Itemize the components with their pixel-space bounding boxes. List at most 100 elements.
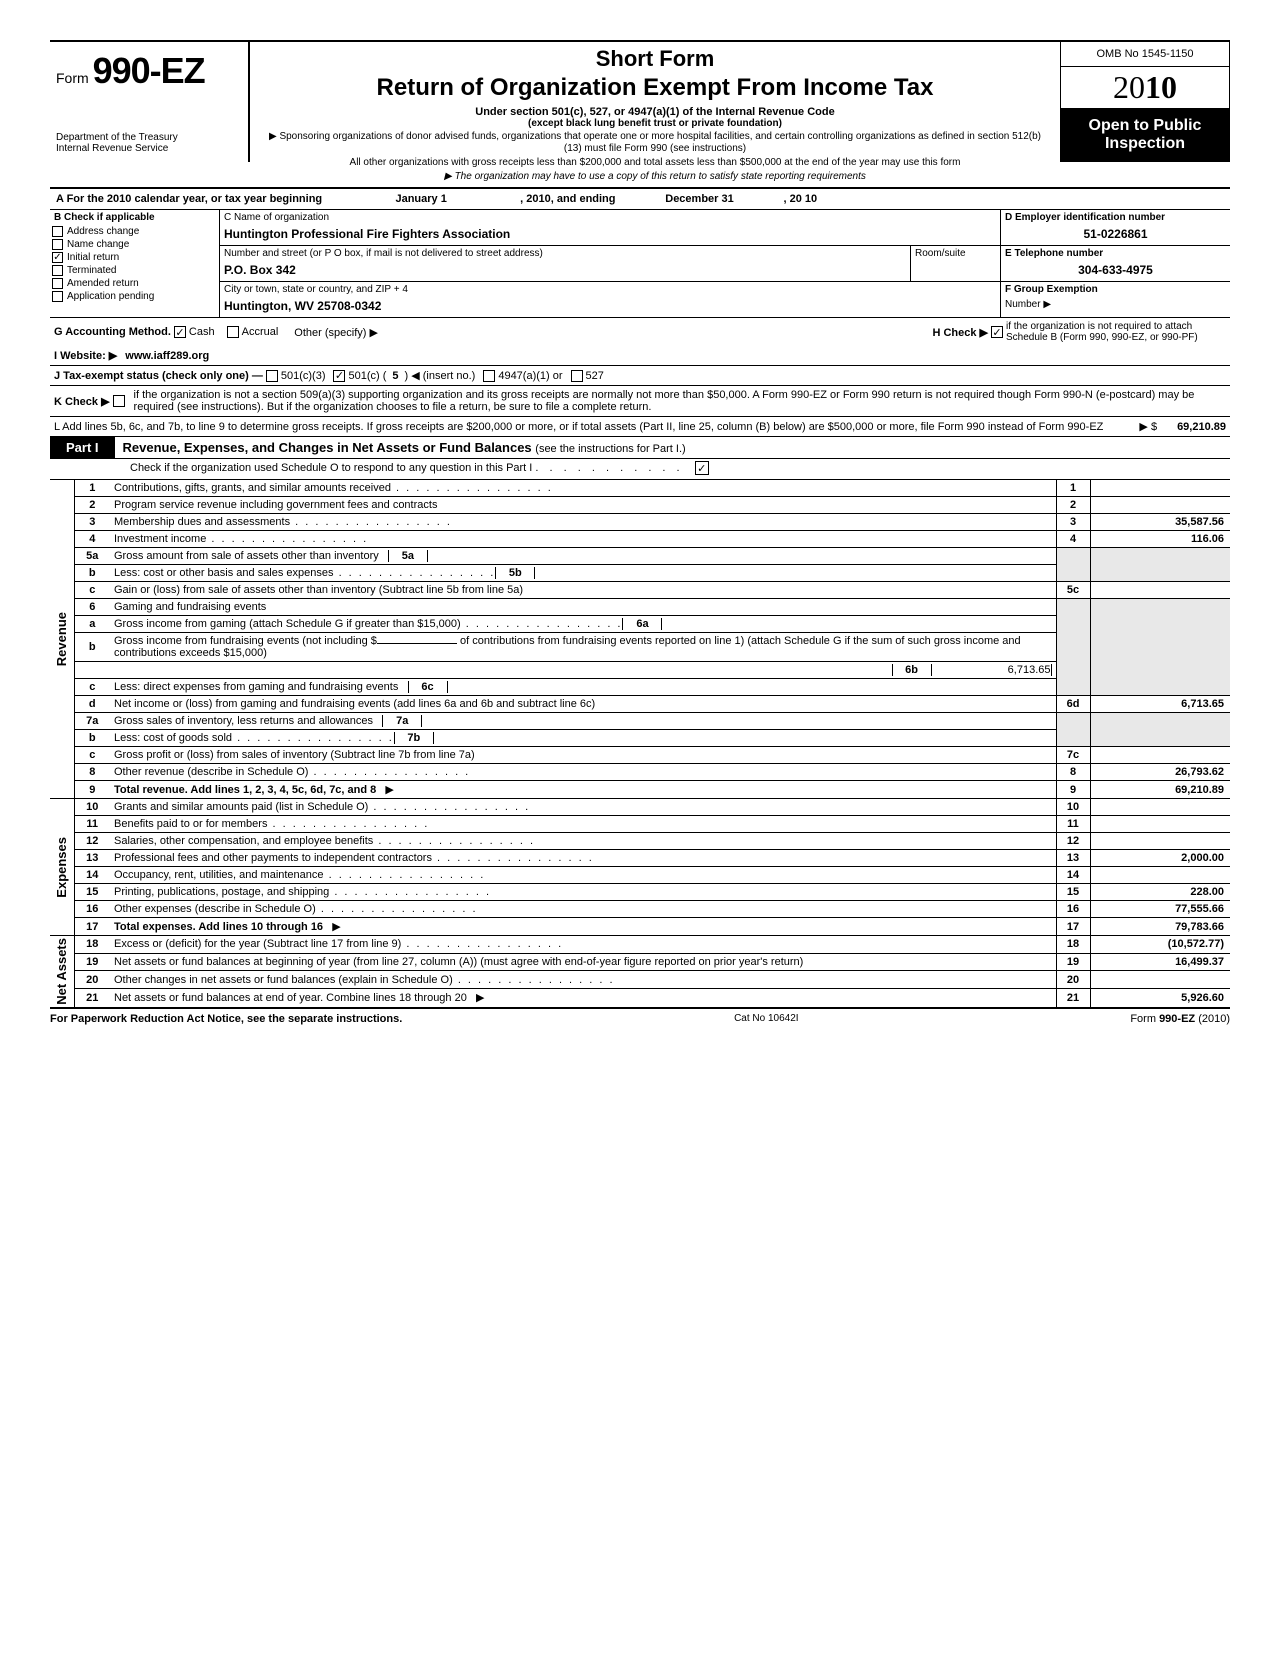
line-7b-text: Less: cost of goods sold <box>114 732 232 744</box>
tax-year: 2010 <box>1060 67 1230 108</box>
line-17-num: 17 <box>74 918 110 936</box>
line-17-val: 79,783.66 <box>1090 918 1230 936</box>
line-8-text: Other revenue (describe in Schedule O) <box>114 766 308 778</box>
line-20-num: 20 <box>74 971 110 989</box>
line-7b-num: b <box>74 730 110 747</box>
check-501c[interactable]: ✓ <box>333 370 345 382</box>
line-5a-num: 5a <box>74 548 110 565</box>
line-21-num: 21 <box>74 989 110 1007</box>
check-label: Application pending <box>67 291 154 302</box>
section-a-label: A For the 2010 calendar year, or tax yea… <box>52 193 326 205</box>
check-cash[interactable]: ✓ <box>174 326 186 338</box>
line-11-val <box>1090 816 1230 833</box>
check-accrual[interactable] <box>227 326 239 338</box>
l-text: L Add lines 5b, 6c, and 7b, to line 9 to… <box>54 421 1139 433</box>
check-501c3[interactable] <box>266 370 278 382</box>
check-4947[interactable] <box>483 370 495 382</box>
right-box: OMB No 1545-1150 2010 Open to Public Ins… <box>1060 42 1230 162</box>
line-12-num: 12 <box>74 833 110 850</box>
title-box: Short Form Return of Organization Exempt… <box>250 42 1060 187</box>
line-6d-val: 6,713.65 <box>1090 696 1230 713</box>
check-address-change[interactable]: Address change <box>50 225 219 238</box>
check-terminated[interactable]: Terminated <box>50 264 219 277</box>
line-6c-minibox: 6c <box>408 681 448 693</box>
check-schedule-o[interactable]: ✓ <box>695 461 709 475</box>
omb-number: OMB No 1545-1150 <box>1060 42 1230 67</box>
instruction-2: All other organizations with gross recei… <box>262 157 1048 169</box>
part-1-title-wrap: Revenue, Expenses, and Changes in Net As… <box>115 437 694 458</box>
expenses-side-label: Expenses <box>54 837 69 898</box>
4947-label: 4947(a)(1) or <box>498 370 562 382</box>
website-label: I Website: ▶ <box>54 349 117 362</box>
line-6c-text: Less: direct expenses from gaming and fu… <box>114 681 398 693</box>
line-8-num: 8 <box>74 764 110 781</box>
line-6-num: 6 <box>74 599 110 616</box>
check-label: Address change <box>67 226 139 237</box>
address: P.O. Box 342 <box>220 261 910 281</box>
line-3-num: 3 <box>74 514 110 531</box>
city-label: City or town, state or country, and ZIP … <box>220 282 1000 297</box>
line-21-val: 5,926.60 <box>1090 989 1230 1007</box>
line-4-text: Investment income <box>114 533 206 545</box>
check-name-change[interactable]: Name change <box>50 238 219 251</box>
line-6b-minival: 6,713.65 <box>932 664 1052 676</box>
line-5b-minibox: 5b <box>495 567 535 579</box>
line-15-num: 15 <box>74 884 110 901</box>
footer-right: Form 990-EZ (2010) <box>1130 1013 1230 1025</box>
line-6a-num: a <box>74 616 110 633</box>
line-9-box: 9 <box>1056 781 1090 799</box>
check-schedule-b[interactable]: ✓ <box>991 326 1003 338</box>
line-9-num: 9 <box>74 781 110 799</box>
check-application-pending[interactable]: Application pending <box>50 290 219 303</box>
org-name: Huntington Professional Fire Fighters As… <box>220 225 1000 245</box>
line-12-text: Salaries, other compensation, and employ… <box>114 835 373 847</box>
instruction-1: ▶ Sponsoring organizations of donor advi… <box>262 131 1048 155</box>
line-5c-val <box>1090 582 1230 599</box>
line-6b-minibox: 6b <box>892 664 932 676</box>
cash-label: Cash <box>189 326 215 338</box>
line-19-val: 16,499.37 <box>1090 953 1230 971</box>
subtitle-2: (except black lung benefit trust or priv… <box>262 118 1048 129</box>
part-1-check-text: Check if the organization used Schedule … <box>130 462 532 474</box>
phone-label: E Telephone number <box>1001 246 1230 261</box>
check-initial-return[interactable]: ✓Initial return <box>50 251 219 264</box>
short-form-label: Short Form <box>262 46 1048 72</box>
city: Huntington, WV 25708-0342 <box>220 297 1000 317</box>
check-527[interactable] <box>571 370 583 382</box>
line-4-val: 116.06 <box>1090 531 1230 548</box>
line-17-text: Total expenses. Add lines 10 through 16 <box>114 921 323 933</box>
netassets-side-label: Net Assets <box>54 938 69 1005</box>
line-7a-num: 7a <box>74 713 110 730</box>
line-10-box: 10 <box>1056 799 1090 816</box>
ein-label: D Employer identification number <box>1001 210 1230 225</box>
line-11-num: 11 <box>74 816 110 833</box>
form-number: Form 990-EZ <box>56 50 242 92</box>
form-prefix: Form <box>56 70 89 86</box>
h-text: if the organization is not required to a… <box>1006 321 1226 343</box>
k-label: K Check ▶ <box>54 395 110 408</box>
line-17-box: 17 <box>1056 918 1090 936</box>
line-3-box: 3 <box>1056 514 1090 531</box>
line-11-box: 11 <box>1056 816 1090 833</box>
subtitle: Under section 501(c), 527, or 4947(a)(1)… <box>262 106 1048 118</box>
line-5c-text: Gain or (loss) from sale of assets other… <box>114 584 523 596</box>
line-6b-num: b <box>74 633 110 662</box>
line-18-val: (10,572.77) <box>1090 936 1230 954</box>
form-number-box: Form 990-EZ Department of the Treasury I… <box>50 42 250 162</box>
line-5a-minibox: 5a <box>388 550 428 562</box>
footer-left: For Paperwork Reduction Act Notice, see … <box>50 1013 402 1025</box>
line-1-box: 1 <box>1056 480 1090 497</box>
check-amended[interactable]: Amended return <box>50 277 219 290</box>
part-1-title: Revenue, Expenses, and Changes in Net As… <box>123 440 536 455</box>
accrual-label: Accrual <box>242 326 279 338</box>
line-7c-val <box>1090 747 1230 764</box>
check-k[interactable] <box>113 395 125 407</box>
line-15-text: Printing, publications, postage, and shi… <box>114 886 329 898</box>
check-label: Initial return <box>67 252 119 263</box>
k-text: if the organization is not a section 509… <box>128 389 1226 413</box>
line-12-val <box>1090 833 1230 850</box>
line-13-box: 13 <box>1056 850 1090 867</box>
website: www.iaff289.org <box>125 350 209 362</box>
check-label: Name change <box>67 239 129 250</box>
line-5c-num: c <box>74 582 110 599</box>
